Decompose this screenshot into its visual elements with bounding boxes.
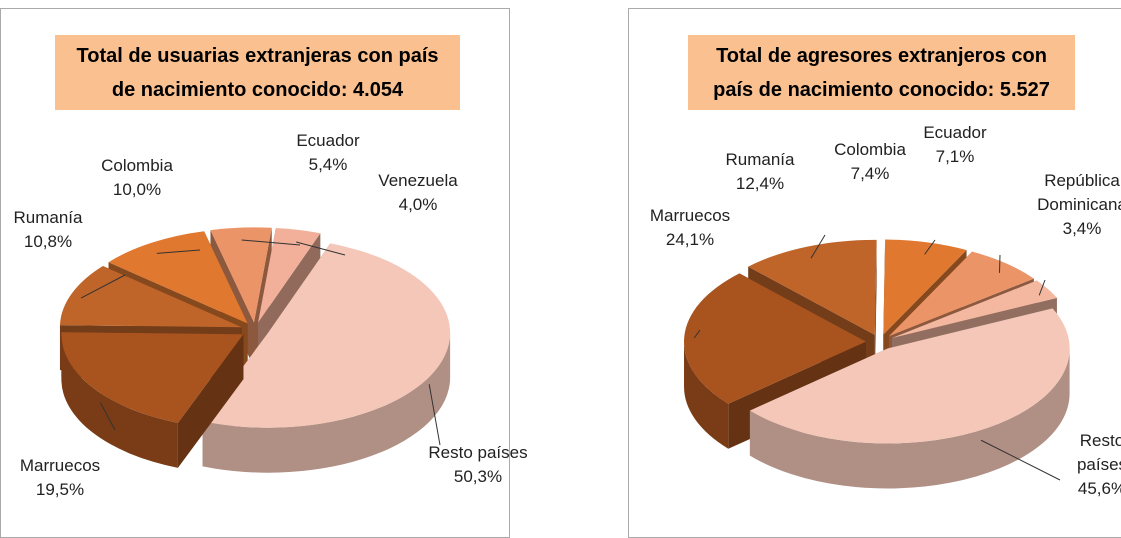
label-value: 10,8% xyxy=(14,230,83,254)
label-name: Venezuela xyxy=(378,169,457,193)
label-value: 19,5% xyxy=(20,478,100,502)
label-name: República Dominicana xyxy=(1037,169,1121,217)
label-value: 50,3% xyxy=(428,465,527,489)
label-value: 5,4% xyxy=(296,153,359,177)
label-name: Colombia xyxy=(834,138,906,162)
label-name: Colombia xyxy=(101,154,173,178)
label-name: Rumanía xyxy=(726,148,795,172)
label-name: Resto países xyxy=(1077,429,1121,477)
page: (() => { const data = JSON.parse(documen… xyxy=(0,0,1121,525)
label-value: 10,0% xyxy=(101,178,173,202)
label-name: Rumanía xyxy=(14,206,83,230)
chart-title: Total de usuarias extranjeras con país d… xyxy=(55,35,460,110)
label-value: 3,4% xyxy=(1037,217,1121,241)
label-value: 12,4% xyxy=(726,172,795,196)
label-value: 7,4% xyxy=(834,162,906,186)
label-name: Resto países xyxy=(428,441,527,465)
label-value: 45,6% xyxy=(1077,477,1121,501)
label-value: 24,1% xyxy=(650,228,730,252)
chart-title: Total de agresores extranjeros con país … xyxy=(688,35,1075,110)
label-name: Marruecos xyxy=(20,454,100,478)
data-label: Resto países45,6% xyxy=(1077,429,1121,501)
label-value: 4,0% xyxy=(378,193,457,217)
label-name: Ecuador xyxy=(923,121,986,145)
label-name: Ecuador xyxy=(296,129,359,153)
label-value: 7,1% xyxy=(923,145,986,169)
label-name: Marruecos xyxy=(650,204,730,228)
